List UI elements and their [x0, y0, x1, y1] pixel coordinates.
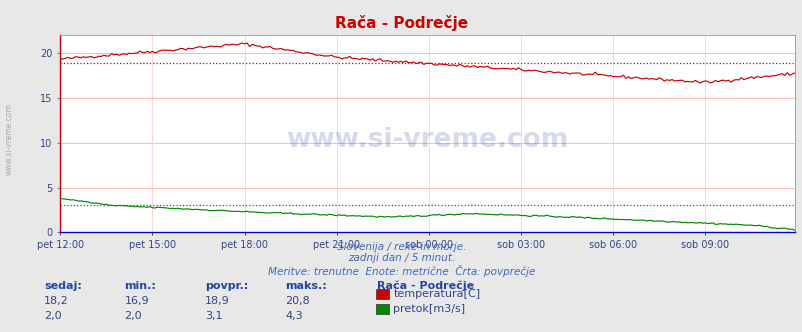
- Text: pretok[m3/s]: pretok[m3/s]: [393, 304, 465, 314]
- Text: temperatura[C]: temperatura[C]: [393, 289, 480, 299]
- Text: Rača - Podrečje: Rača - Podrečje: [334, 15, 468, 31]
- Text: 2,0: 2,0: [124, 311, 142, 321]
- Text: 2,0: 2,0: [44, 311, 62, 321]
- Text: Meritve: trenutne  Enote: metrične  Črta: povprečje: Meritve: trenutne Enote: metrične Črta: …: [268, 265, 534, 277]
- Text: sedaj:: sedaj:: [44, 281, 82, 290]
- Text: 18,9: 18,9: [205, 296, 229, 306]
- Text: povpr.:: povpr.:: [205, 281, 248, 290]
- Text: min.:: min.:: [124, 281, 156, 290]
- Text: zadnji dan / 5 minut.: zadnji dan / 5 minut.: [347, 253, 455, 263]
- Text: 4,3: 4,3: [285, 311, 302, 321]
- Text: www.si-vreme.com: www.si-vreme.com: [5, 104, 14, 175]
- Text: Rača - Podrečje: Rača - Podrečje: [377, 281, 474, 291]
- Text: maks.:: maks.:: [285, 281, 326, 290]
- Text: 16,9: 16,9: [124, 296, 149, 306]
- Text: www.si-vreme.com: www.si-vreme.com: [286, 126, 568, 153]
- Text: 18,2: 18,2: [44, 296, 69, 306]
- Text: Slovenija / reke in morje.: Slovenija / reke in morje.: [336, 242, 466, 252]
- Text: 3,1: 3,1: [205, 311, 222, 321]
- Text: 20,8: 20,8: [285, 296, 310, 306]
